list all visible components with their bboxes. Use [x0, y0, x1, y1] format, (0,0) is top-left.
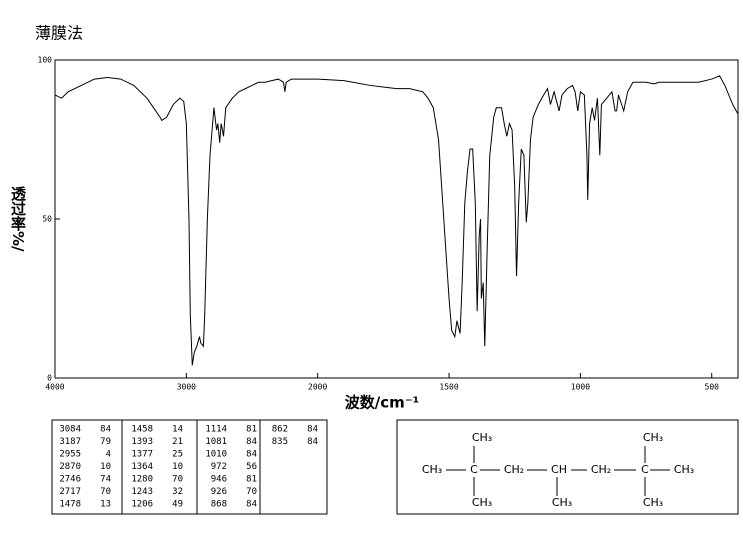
peak-transmittance: 84 [246, 450, 257, 460]
peak-wavenumber: 1114 [205, 425, 227, 435]
bonds [446, 446, 670, 496]
x-tick-label: 2000 [308, 383, 327, 392]
atom-label: CH [551, 463, 567, 476]
y-tick-label: 50 [42, 215, 52, 224]
peak-transmittance: 84 [246, 437, 257, 447]
peak-transmittance: 25 [172, 450, 183, 460]
peak-table-frame [51, 419, 328, 515]
peak-transmittance: 10 [172, 462, 183, 472]
atom-label: CH₃ [674, 463, 694, 476]
peak-wavenumber: 2717 [59, 487, 81, 497]
peak-transmittance: 10 [100, 462, 111, 472]
x-tick-label: 3000 [177, 383, 196, 392]
atom-label: C [641, 463, 649, 476]
peak-transmittance: 70 [246, 487, 257, 497]
atom-label: CH₃ [643, 496, 663, 509]
atom-label: CH₂ [504, 463, 524, 476]
peak-wavenumber: 946 [211, 475, 227, 485]
x-tick-label: 4000 [45, 383, 64, 392]
peak-transmittance: 70 [100, 487, 111, 497]
x-tick-label: 1000 [571, 383, 590, 392]
peak-transmittance: 84 [100, 425, 111, 435]
y-tick-label: 100 [38, 56, 53, 65]
peak-transmittance: 81 [246, 425, 257, 435]
peak-wavenumber: 1377 [131, 450, 153, 460]
peak-transmittance: 4 [106, 450, 111, 460]
peak-wavenumber: 1364 [131, 462, 153, 472]
peak-wavenumber: 1206 [131, 500, 153, 510]
peak-wavenumber: 1081 [205, 437, 227, 447]
peak-wavenumber: 862 [272, 425, 288, 435]
peak-transmittance: 56 [246, 462, 257, 472]
atom-label: CH₃ [472, 496, 492, 509]
peak-wavenumber: 1458 [131, 425, 153, 435]
peak-wavenumber: 2746 [59, 475, 81, 485]
peak-wavenumber: 1280 [131, 475, 153, 485]
peak-wavenumber: 835 [272, 437, 288, 447]
peak-wavenumber: 3084 [59, 425, 81, 435]
peak-wavenumber: 2870 [59, 462, 81, 472]
plot-frame [54, 59, 739, 379]
peak-transmittance: 32 [172, 487, 183, 497]
peak-wavenumber: 3187 [59, 437, 81, 447]
atom-label: CH₃ [552, 496, 572, 509]
peak-transmittance: 21 [172, 437, 183, 447]
peak-transmittance: 84 [307, 437, 318, 447]
structure-frame [396, 419, 739, 515]
peak-wavenumber: 926 [211, 487, 227, 497]
atom-label: C [470, 463, 478, 476]
peak-wavenumber: 1010 [205, 450, 227, 460]
peak-transmittance: 84 [246, 500, 257, 510]
peak-wavenumber: 1478 [59, 500, 81, 510]
peak-wavenumber: 972 [211, 462, 227, 472]
peak-transmittance: 81 [246, 475, 257, 485]
atom-label: CH₃ [422, 463, 442, 476]
y-tick-label: 0 [47, 374, 52, 383]
spectrum-line [54, 75, 739, 366]
peak-transmittance: 74 [100, 475, 111, 485]
peak-wavenumber: 1393 [131, 437, 153, 447]
peak-wavenumber: 868 [211, 500, 227, 510]
x-tick-label: 1500 [439, 383, 458, 392]
atom-label: CH₃ [472, 431, 492, 444]
peak-transmittance: 14 [172, 425, 183, 435]
chart-title: 薄膜法 [35, 24, 83, 43]
peak-transmittance: 79 [100, 437, 111, 447]
peak-transmittance: 84 [307, 425, 318, 435]
atom-label: CH₃ [643, 431, 663, 444]
peak-wavenumber: 2955 [59, 450, 81, 460]
peak-transmittance: 13 [100, 500, 111, 510]
peak-transmittance: 49 [172, 500, 183, 510]
y-axis-label: 透过率%/ [9, 186, 27, 252]
atom-label: CH₂ [591, 463, 611, 476]
peak-wavenumber: 1243 [131, 487, 153, 497]
peak-transmittance: 70 [172, 475, 183, 485]
x-axis-label: 波数/cm⁻¹ [345, 394, 420, 412]
x-tick-label: 500 [705, 383, 720, 392]
